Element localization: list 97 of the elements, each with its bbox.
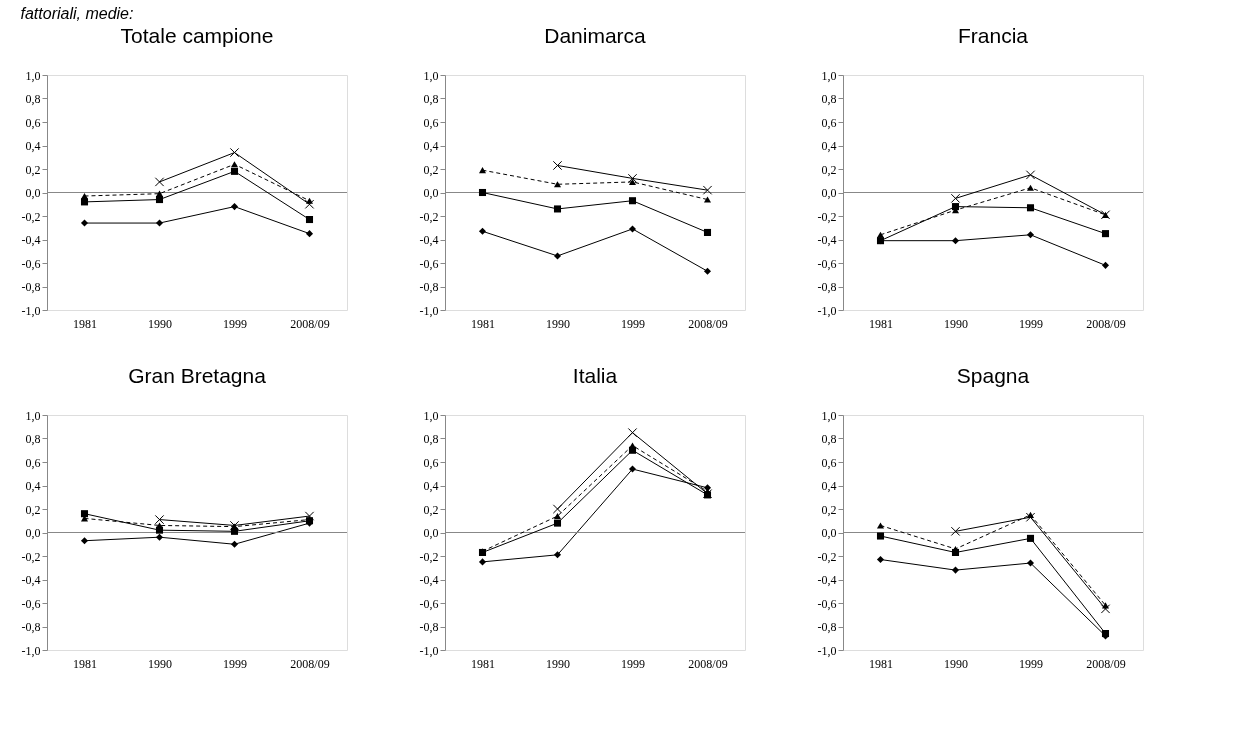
- y-tick-label: 0,0: [821, 186, 837, 200]
- y-tick-label: -0,6: [817, 596, 837, 611]
- x-tick-label: 1999: [621, 316, 645, 331]
- y-tick-label: 0,6: [821, 115, 837, 130]
- y-tick-label: -0,4: [817, 233, 837, 247]
- y-tick-label: 0,8: [821, 432, 837, 446]
- y-tick-label: 0,2: [423, 502, 439, 517]
- x-tick-label: 1999: [223, 316, 247, 331]
- y-tick-label: 0,4: [423, 139, 439, 153]
- y-tick-label: 0,4: [423, 479, 439, 493]
- chart-title: Italia: [572, 364, 618, 387]
- x-tick-label: 1999: [223, 656, 247, 671]
- y-tick-label: -1,0: [817, 303, 837, 318]
- y-tick-label: 0,6: [423, 455, 439, 470]
- x-tick-label: 1999: [1019, 656, 1043, 671]
- y-tick-label: -0,4: [817, 573, 837, 587]
- x-tick-label: 1981: [73, 316, 97, 331]
- x-tick-label: 2008/09: [1086, 316, 1126, 331]
- y-tick-label: 1,0: [821, 68, 837, 83]
- y-tick-label: 0,6: [25, 115, 41, 130]
- y-tick-label: -0,8: [21, 280, 41, 294]
- x-tick-label: 1990: [546, 656, 570, 671]
- y-tick-label: 1,0: [423, 408, 439, 423]
- x-tick-label: 1990: [148, 656, 172, 671]
- chart-title: Spagna: [956, 364, 1030, 387]
- y-tick-label: 0,0: [423, 526, 439, 540]
- x-tick-label: 1981: [869, 316, 893, 331]
- y-tick-label: -0,8: [419, 620, 439, 634]
- y-tick-label: -1,0: [21, 643, 41, 658]
- chart-title: Danimarca: [544, 24, 647, 47]
- y-tick-label: 0,8: [25, 432, 41, 446]
- y-tick-label: 0,4: [25, 139, 41, 153]
- y-tick-label: 0,8: [423, 92, 439, 106]
- x-tick-label: 1981: [471, 316, 495, 331]
- y-tick-label: 0,0: [821, 526, 837, 540]
- x-tick-label: 1999: [1019, 316, 1043, 331]
- y-tick-label: 0,4: [821, 479, 837, 493]
- x-tick-label: 1981: [471, 656, 495, 671]
- y-tick-label: 1,0: [25, 408, 41, 423]
- y-tick-label: 0,6: [423, 115, 439, 130]
- y-tick-label: -0,6: [419, 596, 439, 611]
- y-tick-label: -0,8: [817, 280, 837, 294]
- y-tick-label: -0,6: [21, 256, 41, 271]
- y-tick-label: 0,8: [821, 92, 837, 106]
- text: fattoriali, medie:: [20, 4, 134, 22]
- y-tick-label: -1,0: [21, 303, 41, 318]
- x-tick-label: 2008/09: [290, 316, 330, 331]
- y-tick-label: 0,4: [25, 479, 41, 493]
- y-tick-label: -0,2: [21, 209, 41, 224]
- chart-title: Gran Bretagna: [128, 364, 267, 387]
- x-tick-label: 1999: [621, 656, 645, 671]
- y-tick-label: -0,8: [21, 620, 41, 634]
- y-tick-label: 0,6: [821, 455, 837, 470]
- x-tick-label: 2008/09: [688, 316, 728, 331]
- x-tick-label: 2008/09: [1086, 656, 1126, 671]
- x-tick-label: 1990: [944, 316, 968, 331]
- y-tick-label: -0,4: [21, 573, 41, 587]
- y-tick-label: 0,8: [25, 92, 41, 106]
- y-tick-label: -0,2: [817, 209, 837, 224]
- y-tick-label: 0,2: [25, 502, 41, 517]
- y-tick-label: 0,0: [423, 186, 439, 200]
- y-tick-label: -0,8: [419, 280, 439, 294]
- y-tick-label: 0,2: [821, 502, 837, 517]
- y-tick-label: -0,4: [419, 233, 439, 247]
- x-tick-label: 1990: [944, 656, 968, 671]
- y-tick-label: 0,2: [25, 162, 41, 177]
- y-tick-label: 1,0: [821, 408, 837, 423]
- x-tick-label: 1990: [148, 316, 172, 331]
- y-tick-label: 0,2: [423, 162, 439, 177]
- y-tick-label: 0,8: [423, 432, 439, 446]
- y-tick-label: -0,2: [817, 549, 837, 564]
- y-tick-label: -0,8: [817, 620, 837, 634]
- y-tick-label: 0,0: [25, 526, 41, 540]
- y-tick-label: -1,0: [419, 643, 439, 658]
- y-tick-label: 1,0: [423, 68, 439, 83]
- x-tick-label: 2008/09: [290, 656, 330, 671]
- y-tick-label: -1,0: [419, 303, 439, 318]
- y-tick-label: -0,6: [817, 256, 837, 271]
- chart-title: Totale campione: [120, 24, 274, 47]
- y-tick-label: -1,0: [817, 643, 837, 658]
- chart-title: Francia: [957, 24, 1029, 47]
- y-tick-label: 0,0: [25, 186, 41, 200]
- y-tick-label: 1,0: [25, 68, 41, 83]
- y-tick-label: -0,2: [419, 549, 439, 564]
- y-tick-label: -0,4: [419, 573, 439, 587]
- y-tick-label: -0,4: [21, 233, 41, 247]
- x-tick-label: 2008/09: [688, 656, 728, 671]
- y-tick-label: -0,2: [419, 209, 439, 224]
- y-tick-label: -0,6: [419, 256, 439, 271]
- y-tick-label: 0,4: [821, 139, 837, 153]
- y-tick-label: -0,6: [21, 596, 41, 611]
- x-tick-label: 1981: [73, 656, 97, 671]
- x-tick-label: 1990: [546, 316, 570, 331]
- x-tick-label: 1981: [869, 656, 893, 671]
- y-tick-label: 0,2: [821, 162, 837, 177]
- y-tick-label: -0,2: [21, 549, 41, 564]
- y-tick-label: 0,6: [25, 455, 41, 470]
